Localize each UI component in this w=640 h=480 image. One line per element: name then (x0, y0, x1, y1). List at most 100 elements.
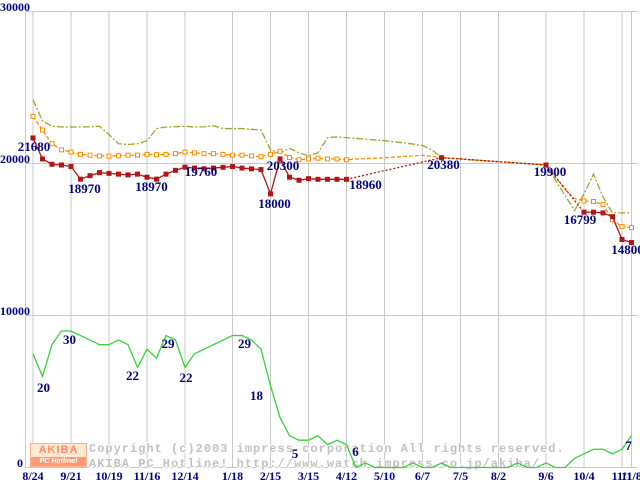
lowest-price-marker (78, 176, 83, 182)
average-price-marker (581, 198, 587, 204)
x-tick-label: 12/14 (171, 469, 199, 480)
lowest-price-marker (97, 170, 102, 176)
point-value-label: 6 (352, 443, 359, 459)
lowest-price-marker (68, 164, 74, 170)
average-price-marker (97, 153, 102, 159)
average-price-marker (619, 224, 625, 230)
point-value-label: 20300 (266, 157, 300, 173)
y-tick-label: 10000 (0, 303, 30, 318)
point-value-label: 14800 (611, 241, 640, 257)
point-value-label: 7 (625, 437, 632, 453)
lowest-price-marker (182, 164, 188, 170)
lowest-price-marker (154, 176, 159, 182)
x-tick-label: 9/21 (60, 469, 82, 480)
y-tick-label: 20000 (0, 151, 30, 166)
lowest-price-marker (220, 164, 226, 170)
lowest-price-marker (116, 171, 121, 177)
x-tick-label: 8/2 (490, 469, 507, 480)
point-value-label: 20 (37, 379, 50, 395)
average-price-marker (268, 151, 273, 157)
average-price-marker (344, 157, 349, 163)
average-price-marker (30, 113, 36, 119)
lowest-price-marker (211, 165, 216, 171)
lowest-price-marker (144, 174, 150, 180)
average-price-marker (296, 157, 302, 163)
average-price-marker (40, 127, 45, 133)
lowest-price-marker (192, 165, 197, 171)
average-price-marker (135, 152, 140, 158)
average-price-marker (87, 152, 93, 158)
lowest-price-marker (40, 156, 45, 162)
lowest-price-marker (135, 171, 140, 177)
point-value-label: 18000 (258, 195, 291, 211)
lowest-price-marker (610, 214, 615, 220)
y-tick-label: 30000 (0, 0, 30, 14)
lowest-price-marker (87, 173, 93, 179)
lowest-price-marker (344, 176, 349, 182)
shop-count-line (32, 330, 633, 469)
average-price-marker (258, 154, 264, 160)
average-price-marker (249, 153, 254, 159)
average-price-marker (220, 151, 226, 157)
lowest-price-marker (287, 174, 292, 180)
lowest-price-marker (201, 166, 207, 172)
average-price-marker (239, 152, 245, 158)
lowest-price-marker (173, 167, 178, 173)
x-tick-label: 2/15 (259, 469, 282, 480)
lowest-price-line (32, 137, 347, 196)
point-value-label: 18960 (349, 177, 382, 193)
lowest-price-marker (315, 176, 321, 182)
akiba-logo-title: AKIBA (31, 444, 86, 457)
average-price-line (32, 116, 632, 229)
lowest-price-marker (30, 135, 36, 141)
y-tick-label: 0 (17, 455, 23, 470)
lowest-price-marker (334, 176, 340, 182)
lowest-price-marker (230, 164, 235, 170)
lowest-price-marker (619, 237, 625, 242)
x-tick-label: 4/12 (335, 469, 358, 480)
average-price-marker (230, 152, 235, 158)
x-tick-label: 11/1 (611, 469, 633, 480)
x-tick-label: 10/4 (573, 469, 595, 480)
x-tick-label: 6/7 (414, 469, 431, 480)
lowest-price-marker (296, 177, 302, 183)
lowest-price-marker (277, 156, 283, 162)
lowest-price-marker (106, 170, 112, 176)
point-value-label: 18970 (68, 181, 101, 197)
point-value-label: 21680 (17, 138, 51, 154)
x-tick-label: 1/18 (221, 469, 244, 480)
x-tick-label: 7/5 (452, 469, 469, 480)
average-price-marker (629, 225, 634, 231)
lowest-price-marker (325, 176, 330, 182)
lowest-price-marker (439, 155, 444, 161)
point-value-label: 19900 (533, 164, 567, 180)
average-price-marker (306, 156, 311, 162)
akiba-logo-subtitle: PC Hotline! (31, 457, 86, 466)
average-price-marker (287, 154, 292, 160)
x-tick-label: 11/16 (133, 469, 161, 480)
point-value-label: 30 (63, 332, 76, 347)
average-price-marker (591, 199, 596, 204)
average-price-marker (68, 149, 74, 155)
average-price-marker (192, 150, 197, 156)
average-price-marker (144, 151, 150, 157)
average-price-marker (106, 153, 112, 159)
point-value-label: 29 (161, 335, 175, 351)
lowest-price-marker (239, 165, 245, 171)
lowest-price-marker (249, 166, 254, 172)
lowest-price-marker (629, 240, 634, 246)
average-price-marker (600, 202, 606, 208)
point-value-label: 20380 (427, 156, 460, 172)
average-price-marker (49, 141, 55, 147)
x-tick-label: 8/24 (22, 469, 44, 480)
average-price-marker (315, 155, 321, 161)
average-price-marker (125, 152, 131, 158)
average-price-marker (116, 153, 121, 159)
lowest-price-marker (59, 162, 64, 168)
lowest-price-marker (125, 172, 131, 178)
point-value-label: 29 (238, 335, 251, 351)
lowest-price-marker (600, 210, 606, 216)
